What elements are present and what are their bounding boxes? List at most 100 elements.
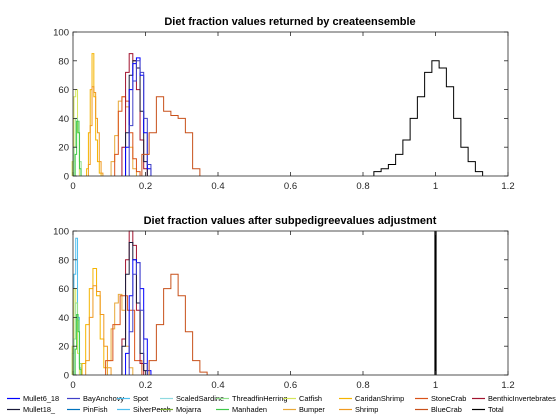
- legend-label-CaridanShrimp: CaridanShrimp: [355, 394, 404, 403]
- legend-label-Mojarra: Mojarra: [176, 405, 202, 414]
- top-ytick-label-4: 80: [58, 56, 69, 67]
- legend-item-ThreadfinHerring: ThreadfinHerring: [216, 394, 287, 403]
- top-hist-StoneCrab: [114, 96, 141, 176]
- legend-label-Mullet6_18: Mullet6_18: [23, 394, 59, 403]
- bottom-ytick-label-0: 0: [64, 371, 69, 382]
- bottom-ytick-label-1: 20: [58, 342, 69, 353]
- legend: Mullet6_18 BayAnchovy Spot ScaledSardine Thr…: [7, 394, 556, 414]
- legend-item-Mullet18_: Mullet18_: [7, 405, 56, 414]
- bottom-series-BayAnchovy: [128, 262, 148, 375]
- bottom-hist-ThreadfinHerring: [73, 302, 82, 375]
- bottom-xtick-label-6: 1.2: [501, 380, 514, 391]
- bottom-series-Shrimp: [85, 285, 112, 375]
- top-series-Manhaden: [74, 120, 82, 176]
- bottom-ytick-label-4: 80: [58, 255, 69, 266]
- top-xtick-label-1: 0.2: [139, 181, 152, 192]
- bottom-hist-Manhaden: [74, 314, 82, 375]
- top-series-StoneCrab: [114, 96, 141, 176]
- bottom-xtick-label-4: 0.8: [356, 380, 369, 391]
- top-xtick-label-5: 1: [433, 181, 438, 192]
- top-series-Total: [373, 60, 484, 176]
- legend-item-BlueCrab: BlueCrab: [415, 405, 462, 414]
- legend-label-Total: Total: [488, 405, 504, 414]
- bottom-hist-CaridanShrimp: [81, 267, 108, 375]
- legend-label-BayAnchovy: BayAnchovy: [83, 394, 124, 403]
- legend-label-BenthicInvertebrates: BenthicInvertebrates: [488, 394, 556, 403]
- bottom-series-Manhaden: [74, 314, 82, 375]
- legend-item-Bumper: Bumper: [283, 405, 325, 414]
- top-xtick-label-6: 1.2: [501, 181, 514, 192]
- legend-label-Bumper: Bumper: [299, 405, 325, 414]
- bottom-xtick-label-0: 0: [70, 380, 75, 391]
- top-series-BlueCrab: [141, 96, 201, 176]
- top-xtick-label-3: 0.6: [284, 181, 297, 192]
- legend-item-StoneCrab: StoneCrab: [415, 394, 466, 403]
- bottom-xtick-label-1: 0.2: [139, 380, 152, 391]
- legend-item-BayAnchovy: BayAnchovy: [67, 394, 124, 403]
- legend-label-BlueCrab: BlueCrab: [431, 405, 462, 414]
- bottom-hist-BayAnchovy: [128, 262, 148, 375]
- legend-label-Catfish: Catfish: [299, 394, 322, 403]
- legend-item-Mojarra: Mojarra: [160, 405, 202, 414]
- bottom-chart-title: Diet fraction values after subpedigreeva…: [144, 215, 437, 227]
- legend-item-BenthicInvertebrates: BenthicInvertebrates: [472, 394, 556, 403]
- legend-label-ThreadfinHerring: ThreadfinHerring: [232, 394, 287, 403]
- top-xtick-label-4: 0.8: [356, 181, 369, 192]
- top-histogram-panel: Diet fraction values returned by createe…: [53, 16, 514, 192]
- bottom-hist-BlueCrab: [148, 273, 208, 375]
- top-ytick-label-0: 0: [64, 172, 69, 183]
- legend-item-Manhaden: Manhaden: [216, 405, 267, 414]
- bottom-ytick-label-3: 60: [58, 284, 69, 295]
- top-xtick-label-0: 0: [70, 181, 75, 192]
- bottom-xtick-label-5: 1: [433, 380, 438, 391]
- legend-item-PinFish: PinFish: [67, 405, 108, 414]
- legend-label-Mullet18_: Mullet18_: [23, 405, 56, 414]
- legend-item-CaridanShrimp: CaridanShrimp: [339, 394, 404, 403]
- top-axes-layer: 0 0.2 0.4 0.6 0.8 1 1.2 0 20 40 60 80 100: [53, 28, 514, 193]
- legend-label-Spot: Spot: [133, 394, 148, 403]
- top-hist-Shrimp: [87, 86, 104, 176]
- top-series-BayAnchovy: [128, 60, 152, 176]
- legend-item-Catfish: Catfish: [283, 394, 322, 403]
- bottom-xtick-label-2: 0.4: [211, 380, 224, 391]
- bottom-hist-Shrimp: [85, 285, 112, 375]
- top-hist-Manhaden: [74, 120, 82, 176]
- top-series-layer: [71, 53, 484, 176]
- bottom-xtick-label-3: 0.6: [284, 380, 297, 391]
- legend-label-ScaledSardine: ScaledSardine: [176, 394, 224, 403]
- top-ytick-label-2: 40: [58, 114, 69, 125]
- bottom-hist-StoneCrab: [105, 295, 143, 375]
- top-series-Shrimp: [87, 86, 104, 176]
- legend-item-Total: Total: [472, 405, 504, 414]
- bottom-series-StoneCrab: [105, 295, 143, 375]
- top-chart-title: Diet fraction values returned by createe…: [164, 16, 415, 28]
- bottom-histogram-panel: Diet fraction values after subpedigreeva…: [53, 215, 514, 391]
- legend-label-PinFish: PinFish: [83, 405, 108, 414]
- top-hist-BlueCrab: [141, 96, 201, 176]
- bottom-series-layer: [71, 230, 437, 375]
- legend-label-Shrimp: Shrimp: [355, 405, 378, 414]
- bottom-series-BlueCrab: [148, 273, 208, 375]
- bottom-series-ThreadfinHerring: [73, 302, 82, 375]
- legend-item-Mullet6_18: Mullet6_18: [7, 394, 59, 403]
- bottom-ytick-label-5: 100: [53, 227, 69, 238]
- top-xtick-label-2: 0.4: [211, 181, 224, 192]
- top-hist-Total: [373, 60, 484, 176]
- top-series-CaridanShrimp: [86, 53, 102, 176]
- legend-label-StoneCrab: StoneCrab: [431, 394, 466, 403]
- legend-item-Spot: Spot: [117, 394, 148, 403]
- legend-label-SilverPerch: SilverPerch: [133, 405, 171, 414]
- top-ytick-label-5: 100: [53, 28, 69, 39]
- top-hist-BayAnchovy: [128, 60, 152, 176]
- bottom-ytick-label-2: 40: [58, 313, 69, 324]
- legend-item-Shrimp: Shrimp: [339, 405, 378, 414]
- bottom-series-CaridanShrimp: [81, 267, 108, 375]
- legend-item-ScaledSardine: ScaledSardine: [160, 394, 224, 403]
- top-ytick-label-1: 20: [58, 143, 69, 154]
- top-ytick-label-3: 60: [58, 85, 69, 96]
- bottom-axes-layer: 0 0.2 0.4 0.6 0.8 1 1.2 0 20 40 60 80 100: [53, 227, 514, 392]
- legend-item-SilverPerch: SilverPerch: [117, 405, 171, 414]
- top-hist-CaridanShrimp: [86, 53, 102, 176]
